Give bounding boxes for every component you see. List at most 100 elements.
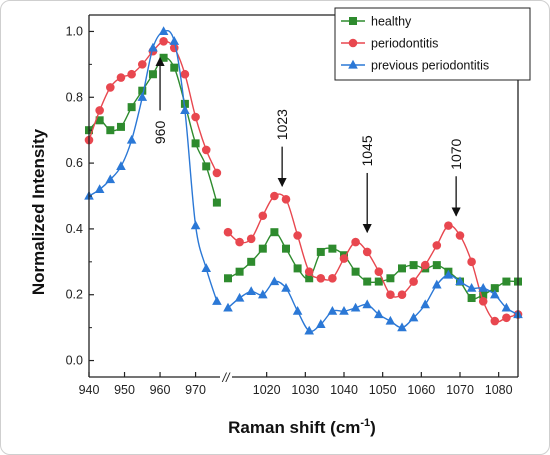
- data-point: [443, 269, 454, 279]
- data-point: [116, 161, 126, 170]
- series-line-left: [88, 40, 218, 174]
- data-point: [478, 297, 488, 306]
- data-point: [490, 284, 499, 293]
- data-point: [223, 227, 233, 237]
- data-point: [293, 231, 302, 240]
- data-point: [201, 263, 212, 272]
- data-point: [409, 277, 418, 286]
- annotation-label: 1023: [274, 109, 290, 140]
- data-point: [339, 254, 349, 263]
- annotation-1023: 1023: [274, 109, 290, 188]
- y-tick-label: 0.0: [66, 354, 83, 368]
- data-point: [397, 290, 407, 300]
- data-point: [328, 273, 337, 283]
- data-point: [95, 116, 104, 125]
- annotation-label: 1070: [448, 138, 464, 169]
- data-point: [258, 244, 267, 253]
- x-tick-label: 1060: [407, 383, 435, 397]
- data-point: [212, 296, 222, 305]
- data-point: [339, 305, 349, 315]
- data-point: [386, 290, 395, 300]
- data-point: [246, 234, 256, 244]
- y-tick-label: 1.0: [66, 24, 83, 38]
- data-point: [490, 289, 500, 299]
- data-point: [282, 244, 290, 253]
- data-point: [502, 277, 511, 286]
- data-point: [385, 315, 396, 325]
- x-tick-label: 1070: [446, 383, 474, 397]
- data-point: [148, 70, 157, 79]
- annotation-label: 960: [152, 121, 168, 145]
- data-point: [478, 282, 488, 292]
- data-point: [212, 168, 222, 178]
- data-point: [292, 305, 303, 315]
- data-point: [328, 244, 337, 253]
- data-point: [158, 26, 169, 36]
- x-tick-label: 1020: [253, 383, 281, 397]
- data-point: [479, 290, 488, 299]
- data-point: [258, 289, 268, 299]
- y-axis-title: Normalized Intensity: [29, 128, 48, 295]
- x-axis-title-sup: -1: [360, 417, 370, 429]
- data-point: [490, 316, 500, 326]
- annotation-960: 960: [152, 56, 168, 145]
- data-point: [281, 282, 291, 292]
- data-point: [137, 92, 148, 101]
- data-point: [293, 264, 302, 273]
- legend-marker: [348, 38, 358, 48]
- data-point: [180, 69, 190, 79]
- series-previous-periodontitis: [84, 26, 523, 335]
- data-point: [351, 237, 360, 247]
- data-point: [247, 257, 256, 266]
- data-point: [269, 276, 280, 286]
- data-point: [316, 273, 326, 283]
- data-point: [94, 184, 105, 194]
- legend: healthy periodontitis previous periodontit…: [334, 7, 531, 81]
- data-point: [316, 247, 325, 256]
- x-tick-label: 970: [185, 383, 206, 397]
- data-point: [116, 73, 126, 82]
- legend-label: periodontitis: [371, 37, 438, 51]
- data-point: [363, 277, 372, 286]
- x-tick-label: 1030: [291, 383, 319, 397]
- data-point: [409, 261, 418, 270]
- data-point: [455, 231, 465, 240]
- data-point: [455, 276, 465, 286]
- annotation-1045: 1045: [359, 135, 375, 234]
- data-point: [169, 36, 180, 45]
- plot-area: 960 1023 1045 1070: [84, 26, 523, 335]
- data-point: [281, 194, 291, 204]
- y-tick-label: 0.2: [66, 288, 83, 302]
- data-point: [374, 309, 384, 319]
- data-point: [202, 162, 211, 171]
- data-point: [386, 274, 395, 283]
- data-point: [374, 267, 384, 276]
- data-point: [420, 299, 430, 309]
- data-point: [316, 319, 326, 328]
- data-point: [397, 322, 407, 332]
- series-periodontitis: [84, 37, 523, 326]
- data-point: [304, 267, 314, 276]
- x-axis-title-end: ): [370, 418, 376, 437]
- data-point: [467, 257, 476, 267]
- data-point: [201, 145, 211, 155]
- data-point: [234, 292, 245, 302]
- data-point: [106, 83, 115, 92]
- data-point: [170, 63, 179, 72]
- x-tick-label: 1080: [485, 383, 513, 397]
- data-point: [105, 174, 116, 184]
- data-point: [502, 313, 511, 323]
- data-point: [159, 53, 168, 62]
- data-point: [350, 302, 361, 312]
- data-point: [212, 198, 221, 207]
- data-point: [159, 37, 168, 46]
- data-point: [362, 299, 372, 309]
- data-point: [374, 277, 383, 286]
- data-point: [258, 211, 268, 221]
- data-point: [398, 264, 406, 273]
- data-point: [191, 139, 200, 148]
- y-tick-label: 0.6: [66, 156, 83, 170]
- data-point: [138, 86, 147, 95]
- data-point: [235, 267, 244, 276]
- data-point: [501, 302, 512, 312]
